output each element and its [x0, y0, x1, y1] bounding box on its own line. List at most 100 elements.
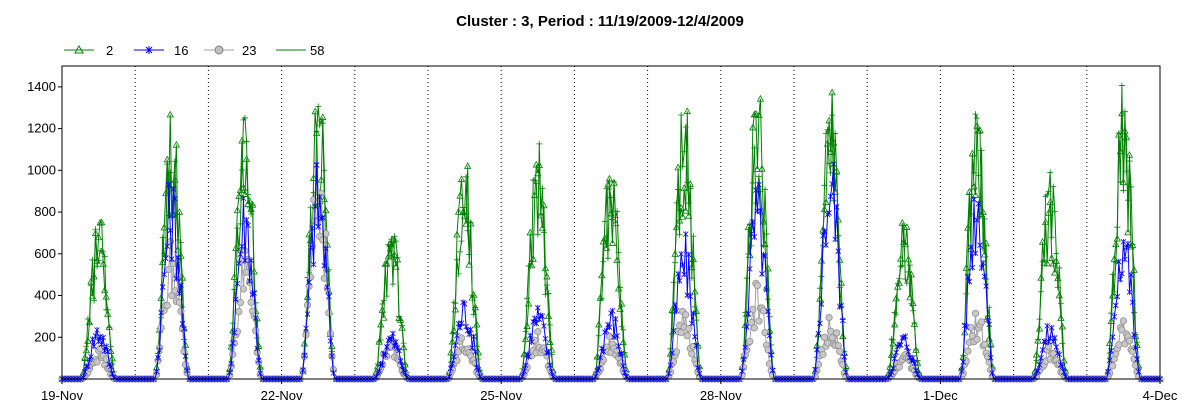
- data-point: [1118, 326, 1126, 334]
- data-point: [450, 326, 458, 334]
- data-point: [688, 263, 696, 271]
- data-point: [184, 367, 190, 374]
- data-point: [750, 110, 759, 118]
- data-point: [604, 180, 612, 188]
- data-point: [470, 333, 477, 340]
- data-point: [309, 225, 315, 232]
- x-tick-label: 28-Nov: [700, 388, 742, 403]
- data-point: [399, 362, 405, 369]
- data-point: [695, 364, 701, 371]
- data-point: [246, 277, 253, 284]
- data-point: [527, 332, 533, 339]
- data-point: [739, 367, 745, 374]
- data-point: [1060, 356, 1068, 364]
- data-point: [384, 343, 390, 350]
- data-point: [523, 322, 531, 329]
- data-point: [985, 334, 993, 342]
- data-point: [1123, 168, 1130, 175]
- data-point: [322, 230, 330, 238]
- data-point: [968, 244, 974, 251]
- data-point: [825, 116, 833, 124]
- legend-item-2: 2: [64, 43, 113, 58]
- data-point: [97, 333, 103, 340]
- data-point: [980, 259, 986, 266]
- data-point: [389, 281, 396, 288]
- data-point: [250, 267, 258, 275]
- data-point: [456, 191, 464, 199]
- data-point: [683, 107, 691, 115]
- data-point: [467, 219, 475, 227]
- data-point: [92, 333, 99, 340]
- data-point: [388, 336, 395, 343]
- data-point: [612, 315, 619, 322]
- data-point: [239, 183, 248, 191]
- data-point: [313, 129, 321, 136]
- data-point: [740, 356, 747, 363]
- data-point: [679, 212, 687, 220]
- data-point: [306, 273, 315, 281]
- data-point: [909, 299, 917, 307]
- data-point: [377, 320, 385, 328]
- data-point: [226, 369, 233, 376]
- data-point: [87, 277, 95, 285]
- data-point: [743, 275, 750, 282]
- data-point: [475, 366, 482, 373]
- data-point: [820, 333, 829, 341]
- data-point: [670, 327, 677, 334]
- data-point: [688, 350, 696, 358]
- data-point: [679, 163, 686, 170]
- data-point: [690, 310, 697, 317]
- data-point: [835, 248, 842, 255]
- data-point: [1135, 368, 1142, 375]
- data-point: [449, 330, 456, 337]
- data-point: [968, 149, 977, 157]
- data-point: [840, 317, 846, 324]
- legend-item-16: 16: [134, 43, 188, 58]
- data-point: [895, 278, 903, 286]
- data-point: [162, 189, 170, 197]
- data-point: [762, 253, 768, 260]
- data-point: [234, 280, 241, 287]
- data-point: [887, 350, 896, 358]
- data-point: [1043, 259, 1051, 267]
- data-point: [1058, 322, 1067, 330]
- data-point: [606, 324, 613, 331]
- data-point: [163, 301, 171, 310]
- data-point: [1125, 151, 1134, 158]
- data-point: [892, 294, 900, 302]
- data-point: [454, 332, 460, 339]
- data-point: [1107, 317, 1115, 324]
- data-point: [474, 348, 482, 356]
- data-point: [746, 265, 753, 272]
- data-point: [987, 339, 995, 347]
- data-point: [235, 192, 243, 199]
- data-point: [164, 243, 171, 250]
- data-point: [618, 323, 625, 330]
- data-point: [761, 240, 769, 248]
- data-point: [685, 211, 693, 219]
- data-point: [672, 223, 681, 231]
- data-point: [303, 325, 309, 332]
- data-point: [396, 316, 405, 323]
- data-point: [522, 328, 529, 335]
- data-point: [100, 334, 106, 341]
- data-point: [102, 355, 110, 363]
- data-point: [378, 306, 386, 313]
- data-point: [389, 236, 397, 243]
- data-point: [252, 314, 259, 321]
- legend-label-23: 23: [242, 43, 256, 58]
- data-point: [897, 254, 905, 262]
- data-point: [453, 356, 461, 365]
- data-point: [101, 286, 109, 294]
- data-point: [905, 348, 912, 355]
- data-point: [160, 223, 168, 231]
- data-point: [383, 259, 391, 267]
- data-point: [691, 287, 699, 295]
- data-point: [676, 231, 683, 238]
- data-point: [670, 279, 677, 286]
- data-point: [814, 346, 820, 353]
- data-point: [169, 256, 175, 263]
- data-point: [684, 292, 691, 299]
- data-point: [1118, 109, 1126, 117]
- data-point: [533, 180, 540, 187]
